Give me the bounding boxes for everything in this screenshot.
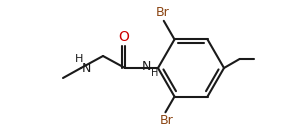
Text: N: N [142,61,151,73]
Text: O: O [118,30,130,44]
Text: H: H [151,68,158,78]
Text: Br: Br [160,114,173,127]
Text: Br: Br [156,6,170,19]
Text: N: N [82,63,91,75]
Text: H: H [75,54,83,64]
